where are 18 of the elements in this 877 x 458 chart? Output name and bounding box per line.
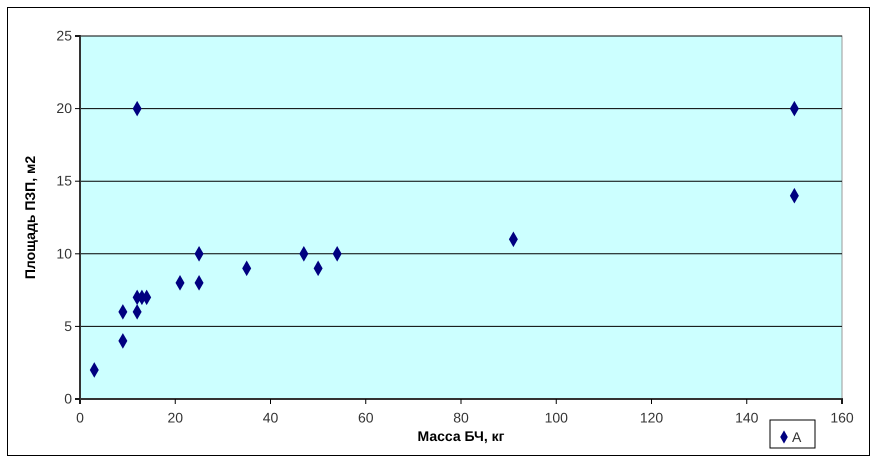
x-tick-label: 160 [830,409,854,426]
x-axis-title: Масса БЧ, кг [417,428,505,444]
x-tick-label: 0 [76,409,84,426]
y-tick-label: 5 [64,318,72,334]
y-tick-label: 15 [56,172,72,189]
x-tick-label: 60 [358,409,374,426]
x-tick-label: 40 [262,409,278,426]
x-tick-label: 20 [167,409,184,426]
y-tick-label: 25 [56,27,72,44]
x-tick-label: 100 [544,409,568,426]
x-tick-label: 80 [453,409,469,426]
y-tick-label: 0 [64,390,72,406]
x-tick-label: 120 [640,409,664,426]
y-axis-title: Площадь ПЗП, м2 [22,156,38,280]
x-tick-label: 140 [735,409,759,426]
legend-label: A [792,429,802,445]
y-tick-label: 10 [56,245,72,262]
y-tick-label: 20 [56,100,72,116]
